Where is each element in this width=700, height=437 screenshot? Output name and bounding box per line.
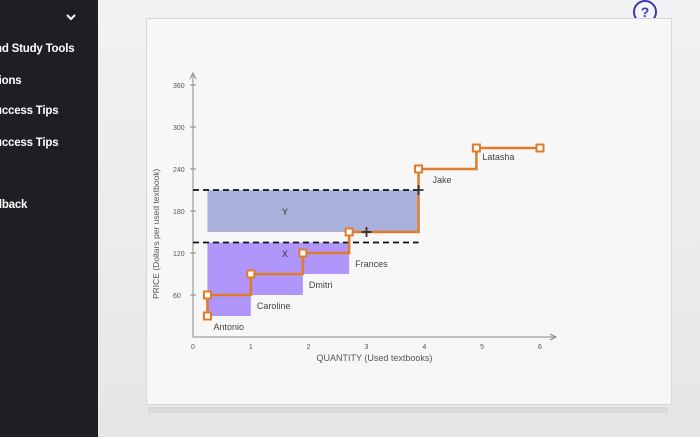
demand-point-handle[interactable] [246,269,256,279]
area-label: X [282,249,288,259]
sidebar-item-success-tips-1[interactable]: uccess Tips [0,105,63,117]
demand-point-handle[interactable] [202,311,212,321]
demand-curve [206,146,540,316]
main-content: ? 60 120 180 240 300 360 0 1 2 3 4 5 6 QUANTITY (Used… [98,0,700,437]
sidebar-item-label: uccess Tips [0,105,59,117]
y-tick-label: 360 [173,83,185,90]
x-tick-label: 3 [365,344,369,351]
y-tick-label: 180 [173,209,185,216]
area-label: Y [282,207,288,217]
x-axis-label: QUANTITY (Used textbooks) [317,353,433,363]
cross-marker-icon[interactable] [413,185,424,195]
chevron-down-icon[interactable] [64,10,78,24]
y-axis-label: PRICE (Dollars per used textbook) [151,168,161,299]
demand-point-handle[interactable] [414,164,424,174]
y-tick-label: 300 [173,125,185,132]
x-tick-label: 1 [249,344,253,351]
sidebar-item-label: uccess Tips [0,137,59,149]
x-tick-label: 0 [191,344,195,351]
person-label: Latasha [482,152,514,162]
help-icon: ? [640,4,650,20]
person-label: Frances [355,259,388,269]
demand-point-handle[interactable] [298,248,308,258]
demand-point-handle[interactable] [535,143,545,153]
y-tick-label: 240 [173,167,185,174]
demand-point-handle[interactable] [344,227,354,237]
sidebar: nd Study Tools tions uccess Tips uccess … [0,0,98,437]
demand-point-handle[interactable] [202,290,212,300]
sidebar-item-label: tions [0,75,22,87]
x-tick-label: 5 [480,344,484,351]
x-tick-label: 2 [307,344,311,351]
y-tick-label: 60 [173,293,181,300]
sidebar-item-questions[interactable]: tions [0,75,26,87]
y-axis-arrow-icon [189,71,197,80]
sidebar-item-study-tools[interactable]: nd Study Tools [0,43,79,55]
sidebar-item-label: nd Study Tools [0,43,75,55]
person-label: Dmitri [309,280,333,290]
y-tick-label: 120 [173,251,185,258]
demand-point-handle[interactable] [471,143,481,153]
x-axis-arrow-icon [549,333,558,341]
person-label: Antonio [213,322,244,332]
sidebar-item-feedback[interactable]: dback [0,199,32,211]
sidebar-item-success-tips-2[interactable]: uccess Tips [0,137,63,149]
x-tick-label: 4 [422,344,426,351]
scrollbar-track[interactable] [148,407,668,413]
sidebar-item-label: dback [0,199,28,211]
graph-panel: 60 120 180 240 300 360 0 1 2 3 4 5 6 QUANTITY (Used t… [146,18,672,405]
consumer-surplus-area [207,242,350,316]
person-label: Caroline [257,301,291,311]
x-tick-label: 6 [538,344,542,351]
tax-area [207,190,419,232]
demand-chart[interactable]: 60 120 180 240 300 360 0 1 2 3 4 5 6 QUANTITY (Used t… [147,19,671,404]
cross-marker-icon[interactable] [361,227,372,237]
person-label: Jake [433,175,452,185]
